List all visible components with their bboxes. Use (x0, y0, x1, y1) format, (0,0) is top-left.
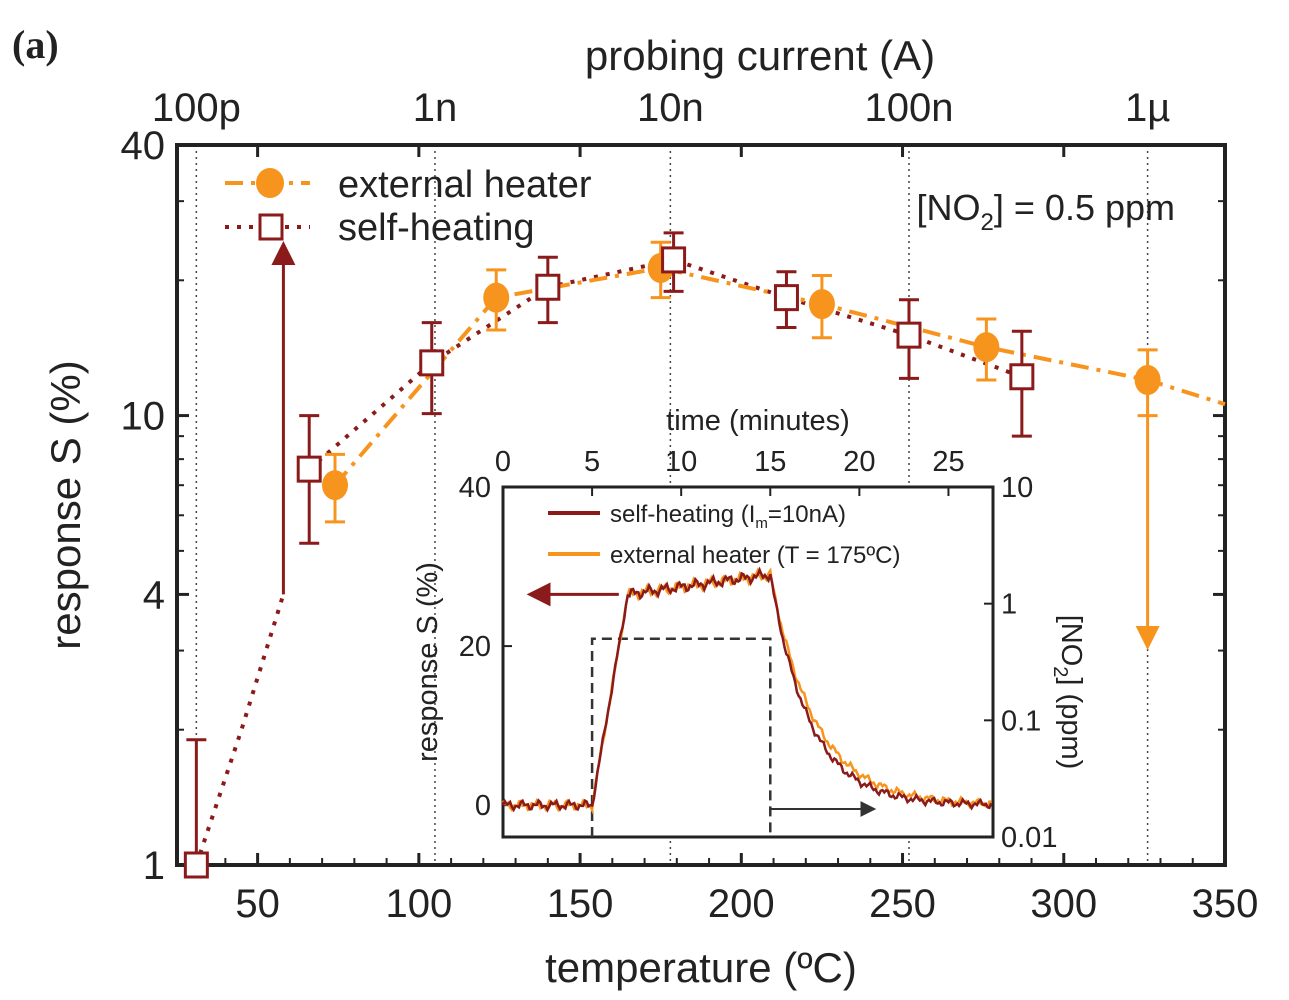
x-tick-label: 50 (235, 882, 280, 926)
top-tick-label: 100p (152, 86, 241, 130)
self-heating-point (1009, 363, 1035, 391)
inset-x-tick-label: 0 (495, 446, 511, 478)
inset-self-heating-curve (501, 566, 993, 813)
inset-x-tick-label: 25 (932, 446, 964, 478)
self-heating-point (896, 321, 922, 349)
plot-frame (175, 143, 1227, 867)
inset-y-label: response S (%) (412, 562, 444, 762)
y-tick-label: 4 (143, 573, 165, 617)
inset-frame (501, 485, 995, 839)
inset-x-tick-label: 15 (754, 446, 786, 478)
annotation-part: ] = 0.5 ppm (994, 187, 1175, 228)
inset-y2-tick-label: 1 (1001, 589, 1017, 621)
legend-label-self: self-heating (338, 207, 534, 249)
inset-legend-label-part: m (755, 515, 768, 532)
top-tick-label: 100n (864, 86, 953, 130)
x-tick-label: 150 (547, 882, 614, 926)
inset-y2-label-part: [NO (1055, 615, 1087, 667)
inset-legend-label: external heater (T = 175ºC) (610, 542, 900, 569)
top-tick-label: 1µ (1125, 86, 1170, 130)
inset-y2-label: [NO2] (ppm) (1049, 615, 1087, 770)
annotation-part: 2 (981, 209, 994, 236)
external-heater-point (973, 332, 1000, 363)
y-tick-label: 1 (143, 844, 165, 888)
y-axis-label: response S (%) (42, 360, 89, 649)
self-heating-curve-low (194, 593, 286, 866)
legend-label-external: external heater (338, 164, 592, 206)
self-heating-point (296, 455, 322, 483)
inset-x-tick-label: 20 (843, 446, 875, 478)
x-tick-label: 100 (385, 882, 452, 926)
y-tick-label: 40 (121, 124, 166, 168)
inset-x-label: time (minutes) (666, 405, 850, 437)
x-tick-label: 250 (869, 882, 936, 926)
external-heater-point (322, 470, 349, 501)
legend-marker-self (258, 213, 284, 241)
inset-no2-pulse (590, 637, 772, 837)
top-axis-label: probing current (A) (585, 32, 935, 79)
x-axis-label: temperature (ºC) (545, 944, 857, 991)
inset-legend-label-part: external heater (T = 175ºC) (610, 542, 900, 569)
inset-y2-label-part: 2 (1049, 666, 1071, 677)
external-heater-point (483, 282, 510, 313)
legend-marker-external (256, 168, 284, 198)
external-heater-point (808, 289, 835, 320)
annotation-part: [NO (917, 187, 981, 228)
x-tick-label: 200 (708, 882, 775, 926)
top-tick-label: 10n (637, 86, 704, 130)
inset-legend-label: self-heating (Im=10nA) (610, 501, 846, 532)
inset-y-tick-label: 40 (459, 472, 491, 504)
top-tick-label: 1n (413, 86, 458, 130)
panel-label: (a) (12, 22, 59, 67)
inset-legend-label-part: =10nA) (768, 501, 846, 528)
inset-y2-tick-label: 0.1 (1001, 705, 1041, 737)
inset-y2-tick-label: 10 (1001, 472, 1033, 504)
external-heater-point (1134, 364, 1161, 395)
inset-y-tick-label: 20 (459, 631, 491, 663)
inset-legend-label-part: self-heating (I (610, 501, 755, 528)
self-heating-point (535, 273, 561, 301)
x-tick-label: 300 (1030, 882, 1097, 926)
self-heating-point (419, 349, 445, 377)
x-tick-label: 350 (1192, 882, 1259, 926)
inset-y-tick-label: 0 (475, 790, 491, 822)
self-heating-point (661, 246, 687, 274)
inset-x-tick-label: 10 (665, 446, 697, 478)
inset-y2-label-part: ] (ppm) (1055, 677, 1087, 769)
y-tick-label: 10 (121, 395, 166, 439)
self-heating-point (773, 284, 799, 312)
annotation-no2: [NO2] = 0.5 ppm (917, 187, 1175, 236)
inset-x-tick-label: 5 (584, 446, 600, 478)
self-heating-point (183, 851, 209, 879)
inset-y2-tick-label: 0.01 (1001, 822, 1057, 854)
